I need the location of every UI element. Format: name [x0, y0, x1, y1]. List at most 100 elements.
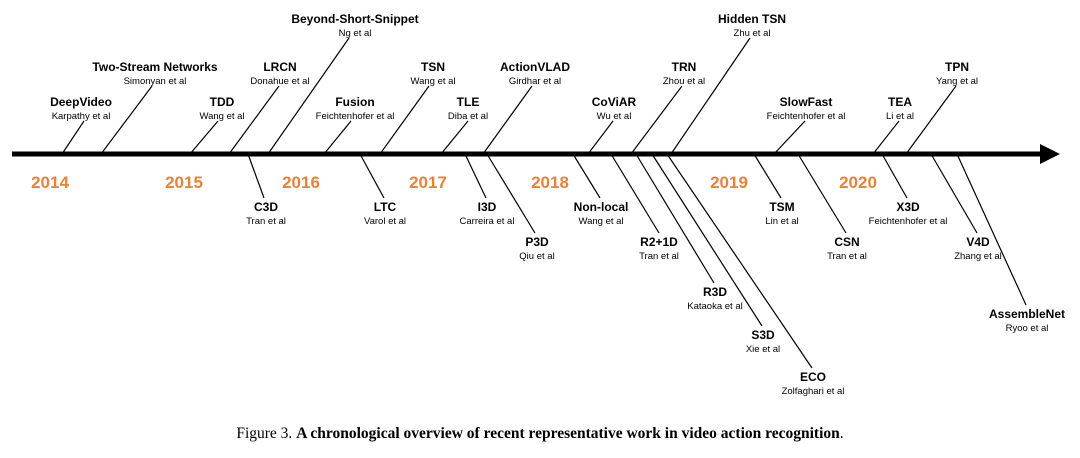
- work-hidden-tsn: Hidden TSN Zhu et al: [718, 12, 786, 39]
- work-name: TPN: [945, 60, 969, 74]
- work-c3d: C3D Tran et al: [246, 200, 286, 227]
- work-name: R2+1D: [640, 235, 678, 249]
- work-ltc: LTC Varol et al: [364, 200, 406, 227]
- work-authors: Yang et al: [936, 76, 978, 87]
- work-authors: Tran et al: [827, 251, 867, 262]
- work-name: TRN: [672, 60, 697, 74]
- work-authors: Varol et al: [364, 216, 406, 227]
- work-authors: Zhou et al: [663, 76, 705, 87]
- work-authors: Li et al: [886, 111, 914, 122]
- connector-coviar: [587, 120, 614, 155]
- year-label-2018: 2018: [531, 173, 569, 192]
- year-label-2019: 2019: [710, 173, 748, 192]
- work-i3d: I3D Carreira et al: [460, 200, 515, 227]
- connector-csn: [797, 153, 847, 234]
- connector-slowfast: [773, 120, 806, 155]
- work-name: LTC: [374, 200, 397, 214]
- work-authors: Xie et al: [746, 344, 780, 355]
- connector-two-stream-networks: [100, 85, 153, 155]
- work-tle: TLE Diba et al: [448, 95, 488, 122]
- work-v4d: V4D Zhang et al: [954, 235, 1002, 262]
- work-deepvideo: DeepVideo Karpathy et al: [50, 95, 112, 122]
- work-trn: TRN Zhou et al: [663, 60, 705, 87]
- work-authors: Qiu et al: [519, 251, 554, 262]
- work-authors: Ryoo et al: [1006, 323, 1049, 334]
- work-r3d: R3D Kataoka et al: [687, 285, 742, 312]
- connector-tdd: [189, 120, 219, 155]
- work-name: TSN: [421, 60, 445, 74]
- connector-tpn: [905, 85, 957, 155]
- connector-non-local: [572, 153, 601, 199]
- caption-title: A chronological overview of recent repre…: [296, 425, 840, 442]
- work-authors: Ng et al: [339, 28, 372, 39]
- connector-eco: [666, 153, 813, 369]
- work-name: Non-local: [574, 200, 629, 214]
- connector-s3d: [651, 153, 763, 327]
- connector-i3d: [464, 153, 487, 199]
- work-authors: Donahue et al: [250, 76, 309, 87]
- work-authors: Tran et al: [246, 216, 286, 227]
- work-name: V4D: [966, 235, 990, 249]
- work-r2-1d: R2+1D Tran et al: [639, 235, 679, 262]
- work-authors: Feichtenhofer et al: [767, 111, 846, 122]
- work-eco: ECO Zolfaghari et al: [782, 370, 845, 397]
- work-name: Fusion: [335, 95, 374, 109]
- connector-tle: [440, 120, 469, 155]
- figure-caption: Figure 3. A chronological overview of re…: [0, 425, 1080, 443]
- connector-r3d: [635, 153, 715, 284]
- connector-deepvideo: [61, 120, 85, 155]
- connector-ltc: [359, 153, 385, 199]
- work-authors: Diba et al: [448, 111, 488, 122]
- work-authors: Zhu et al: [734, 28, 771, 39]
- work-beyond-short-snippet: Beyond-Short-Snippet Ng et al: [291, 12, 418, 39]
- connector-tea: [872, 120, 900, 155]
- work-name: I3D: [478, 200, 497, 214]
- work-name: X3D: [896, 200, 920, 214]
- work-authors: Zolfaghari et al: [782, 386, 845, 397]
- work-authors: Simonyan et al: [124, 76, 187, 87]
- work-name: SlowFast: [780, 95, 833, 109]
- work-name: TSM: [769, 200, 794, 214]
- connector-tsm: [753, 153, 782, 199]
- work-name: Two-Stream Networks: [92, 60, 217, 74]
- work-name: ActionVLAD: [500, 60, 570, 74]
- connector-tsn: [379, 85, 430, 155]
- work-name: Hidden TSN: [718, 12, 786, 26]
- year-label-2016: 2016: [282, 173, 320, 192]
- work-authors: Tran et al: [639, 251, 679, 262]
- work-authors: Wang et al: [578, 216, 623, 227]
- work-name: TDD: [210, 95, 235, 109]
- connector-v4d: [930, 153, 978, 234]
- work-name: LRCN: [263, 60, 296, 74]
- work-authors: Feichtenhofer et al: [869, 216, 948, 227]
- work-fusion: Fusion Feichtenhofer et al: [316, 95, 395, 122]
- work-assemblenet: AssembleNet Ryoo et al: [989, 307, 1065, 334]
- work-two-stream-networks: Two-Stream Networks Simonyan et al: [92, 60, 217, 87]
- work-name: CoViAR: [592, 95, 637, 109]
- caption-suffix: .: [839, 425, 844, 442]
- work-tdd: TDD Wang et al: [199, 95, 244, 122]
- work-name: P3D: [525, 235, 549, 249]
- year-label-2020: 2020: [839, 173, 877, 192]
- work-s3d: S3D Xie et al: [746, 328, 780, 355]
- work-coviar: CoViAR Wu et al: [592, 95, 637, 122]
- work-name: DeepVideo: [50, 95, 112, 109]
- timeline-arrowhead: [1040, 144, 1060, 164]
- work-csn: CSN Tran et al: [827, 235, 867, 262]
- work-name: ECO: [800, 370, 826, 384]
- work-name: R3D: [703, 285, 727, 299]
- connector-actionvlad: [482, 85, 533, 155]
- connector-trn: [630, 85, 683, 155]
- year-label-2017: 2017: [409, 173, 447, 192]
- work-tea: TEA Li et al: [886, 95, 914, 122]
- work-tpn: TPN Yang et al: [936, 60, 978, 87]
- work-authors: Wu et al: [597, 111, 632, 122]
- work-authors: Carreira et al: [460, 216, 515, 227]
- work-lrcn: LRCN Donahue et al: [250, 60, 309, 87]
- work-tsn: TSN Wang et al: [410, 60, 455, 87]
- work-name: CSN: [834, 235, 859, 249]
- connector-r2-1d: [610, 153, 660, 234]
- work-slowfast: SlowFast Feichtenhofer et al: [767, 95, 846, 122]
- connector-lrcn: [228, 85, 280, 155]
- timeline-diagram: 2014 2015 2016 2017 2018 2019 2020 DeepVideo Ka…: [12, 12, 1065, 397]
